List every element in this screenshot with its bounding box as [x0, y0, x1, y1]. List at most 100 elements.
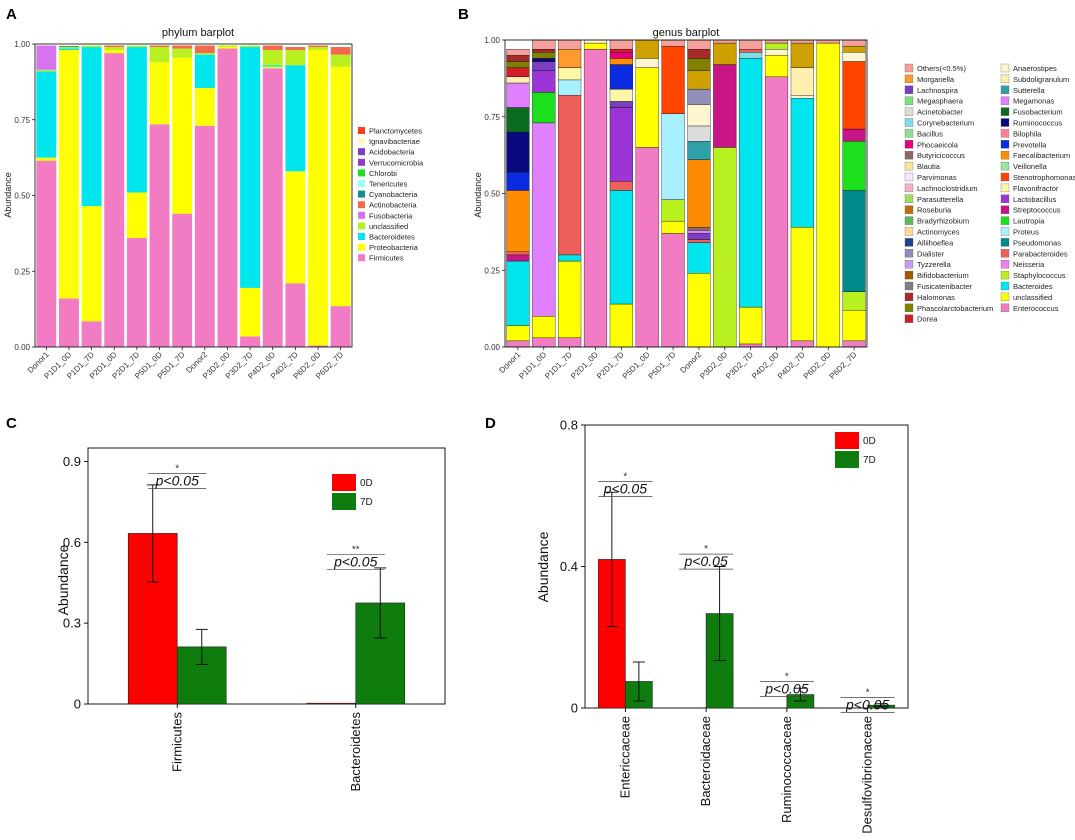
panel-b-legend-swatch [1000, 96, 1010, 105]
panel-b-bar-segment [713, 42, 737, 65]
panel-c-p-value: p<0.05 [155, 473, 199, 489]
panel-a-legend-swatch [358, 148, 365, 156]
panel-b-bar-segment [661, 39, 685, 47]
panel-b-bar-segment [558, 79, 582, 96]
panel-b-legend-label: Fusicatenibacter [917, 282, 973, 291]
panel-b-bar-segment [790, 98, 814, 228]
panel-b-bar-segment [687, 242, 711, 274]
panel-a-bar-segment [59, 46, 79, 48]
panel-b-bar-segment [790, 42, 814, 68]
panel-b-legend-label: Others(<0.5%) [917, 64, 966, 73]
panel-b-legend-swatch [904, 281, 914, 291]
panel-b-bar-segment [739, 343, 763, 348]
panel-a-title: phylum barplot [162, 27, 234, 39]
panel-a-bar-segment [126, 45, 147, 48]
panel-a-legend-swatch [358, 137, 365, 145]
panel-a-legend-label: Firmicutes [369, 254, 404, 263]
panel-a-bar-segment [36, 71, 57, 158]
panel-b-bar-segment [558, 67, 582, 81]
panel-b-bar-segment [583, 42, 608, 50]
panel-d-p-value: p<0.05 [684, 553, 728, 569]
panel-c-ytick-label: 0.3 [63, 616, 81, 631]
panel-b-bar-segment [713, 64, 737, 148]
panel-d-legend-label: 0D [863, 436, 876, 447]
panel-a-bar-segment [172, 213, 193, 347]
panel-b-legend-swatch [1000, 260, 1010, 269]
panel-b-bar-segment [609, 101, 633, 108]
panel-b-bar-segment [687, 233, 711, 240]
panel-b-bar-segment [842, 128, 866, 142]
panel-b-xtick-label: Donor1 [497, 350, 522, 375]
panel-a-bar-segment [81, 45, 102, 48]
panel-b-xtick-label: Donor2 [678, 350, 703, 375]
panel-b-title: genus barplot [653, 27, 720, 39]
panel-b-bar-segment [635, 147, 659, 348]
panel-b-bar-segment [558, 260, 582, 338]
panel-a-bar-segment [308, 47, 328, 51]
panel-d-ytick-label: 0.8 [560, 418, 578, 433]
panel-b-legend-swatch [1000, 140, 1010, 149]
panel-b-legend-label: Parvimonas [917, 173, 957, 182]
panel-a-legend-swatch [358, 201, 365, 209]
panel-b-ytick-label: 0.75 [484, 113, 500, 122]
panel-b-bar-segment [790, 340, 814, 348]
panel-b-legend-swatch [904, 249, 914, 258]
panel-b-bar-segment [816, 39, 840, 44]
panel-b-legend-label: Phascolarctobacterium [917, 304, 993, 313]
panel-c-legend-swatch [332, 474, 356, 491]
panel-b-legend-swatch [904, 183, 914, 193]
panel-c-chart: Abundance 0 0.3 0.6 0.9 Firmicutes Bacteroid… [55, 447, 446, 792]
panel-a-legend-label: Tenericutes [369, 180, 408, 189]
panel-b-bar-segment [687, 104, 711, 127]
panel-a-legend-label: unclassified [369, 222, 408, 231]
panel-d-xtick-label: Bacteroidaceae [698, 716, 713, 806]
panel-a-legend-label: Chlorobi [369, 169, 397, 178]
panel-a-legend-swatch [358, 233, 365, 240]
panel-b-legend-swatch [904, 74, 914, 84]
panel-a-ytick-label: 0.75 [14, 116, 30, 125]
panel-a-bar-segment [285, 283, 306, 347]
panel-b-bar-segment [506, 67, 530, 78]
panel-label-b: B [458, 6, 469, 23]
panel-b-bar-segment [842, 45, 866, 53]
panel-b-legend-label: Neisseria [1013, 260, 1045, 269]
panel-a-bar-segment [308, 345, 328, 347]
panel-b-legend-label: Subdoligranulum [1013, 75, 1069, 84]
panel-b-bar-segment [764, 42, 789, 50]
panel-b-xtick-label: P6D2_7D [828, 350, 859, 381]
panel-c-annotations: *p<0.05**p<0.05 [148, 464, 385, 570]
panel-b-bar-segment [739, 52, 763, 59]
panel-b-legend-label: Prevotella [1013, 140, 1047, 149]
panel-a-bar-segment [262, 68, 283, 348]
panel-b-bar-segment [532, 49, 556, 53]
panel-b-legend-swatch [1000, 63, 1010, 73]
panel-a-legend-swatch [358, 180, 365, 187]
panel-b-legend-swatch [904, 194, 914, 203]
panel-b-bar-segment [661, 45, 685, 114]
panel-b-bar-segment [532, 122, 556, 317]
panel-b-bar-segment [583, 49, 608, 348]
panel-b-bar-segment [609, 39, 633, 50]
panel-c-legend-label: 7D [360, 497, 373, 508]
panel-a-bar-segment [149, 47, 170, 63]
panel-a-legend-label: Bacteroidetes [369, 233, 415, 242]
panel-b-bar-segment [506, 254, 530, 262]
panel-b-bar-segment [739, 49, 763, 53]
panel-b-bar-segment [532, 58, 556, 62]
panel-b-bar-segment [609, 49, 633, 53]
panel-d-sig-stars: * [866, 687, 870, 698]
panel-c-xticks: Firmicutes Bacteroidetes [169, 704, 363, 792]
panel-a-yticks: 0.00 0.25 0.50 0.75 1.00 [14, 40, 35, 352]
panel-d-ytick-label: 0.4 [560, 559, 578, 574]
panel-a-bar-segment [194, 45, 215, 54]
panel-a-bar-segment [104, 50, 125, 54]
panel-a-legend-label: Verrucomicrobia [369, 158, 424, 167]
panel-b-bar-segment [687, 58, 711, 71]
panel-a-legend-swatch [358, 169, 365, 177]
panel-b-legend-label: Bifidobacterium [917, 271, 969, 280]
panel-c-yticks: 0 0.3 0.6 0.9 [63, 454, 88, 712]
panel-b-bar-segment [558, 39, 582, 50]
panel-a-ylabel: Abundance [3, 172, 13, 218]
panel-b-legend-label: Ruminococcus [1013, 119, 1062, 128]
